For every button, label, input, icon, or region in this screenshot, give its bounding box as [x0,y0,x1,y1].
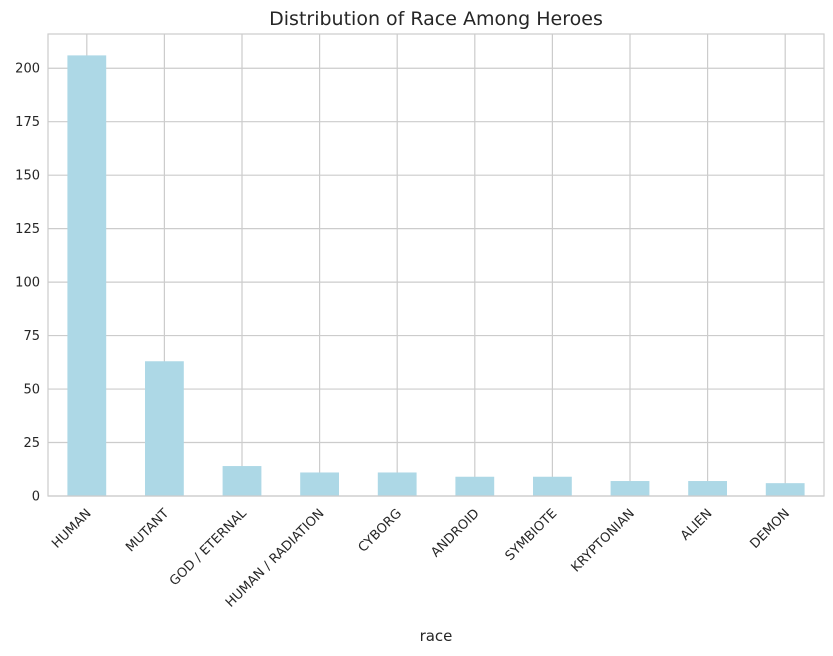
bar [765,483,805,496]
bar [300,472,339,496]
y-tick-label: 25 [23,436,40,451]
bar [67,55,107,497]
bar [688,481,727,496]
y-tick-label: 175 [15,115,40,130]
x-axis-label: race [420,627,453,645]
y-tick-label: 0 [32,490,40,505]
y-tick-label: 200 [15,62,40,77]
y-axis-ticks: 0 25 50 75 100 125 150 175 200 [15,62,40,505]
bar [533,476,572,496]
y-tick-label: 100 [15,276,40,291]
bar [377,472,417,496]
bar [145,361,184,496]
y-tick-label: 125 [15,222,40,237]
bars [67,55,805,497]
y-tick-label: 50 [23,383,40,398]
chart-title: Distribution of Race Among Heroes [269,8,603,30]
bar [610,481,650,496]
bar [222,466,262,496]
plot-frame [47,33,825,497]
bar [455,476,495,496]
y-tick-label: 150 [15,169,40,184]
y-tick-label: 75 [23,329,40,344]
